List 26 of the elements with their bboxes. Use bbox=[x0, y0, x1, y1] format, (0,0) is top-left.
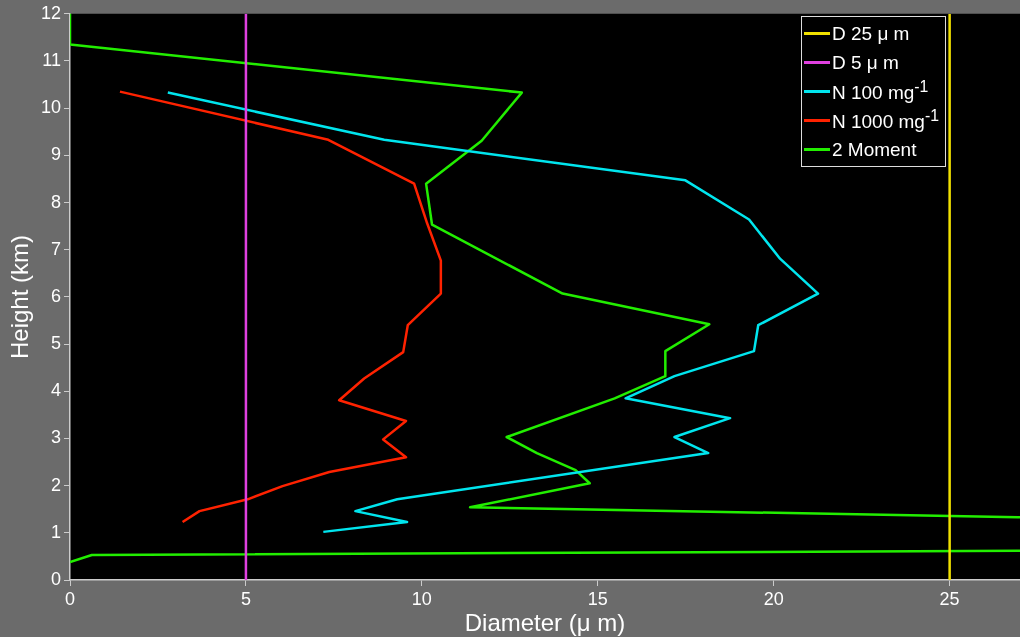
x-tick-label: 15 bbox=[587, 588, 608, 609]
legend-label: D 5 μ m bbox=[831, 51, 899, 74]
legend-label: N 1000 mg$^{-1}$ bbox=[831, 107, 939, 134]
y-tick-label: 2 bbox=[50, 474, 61, 495]
x-axis-title: Diameter (μ m) bbox=[463, 609, 627, 637]
y-tick-label: 11 bbox=[42, 49, 61, 70]
x-tick-label: 20 bbox=[763, 588, 784, 609]
legend-label: N 100 mg$^{-1}$ bbox=[831, 78, 929, 105]
y-tick-label: 10 bbox=[40, 97, 61, 118]
y-tick-label: 3 bbox=[50, 427, 61, 448]
x-tick-label: 0 bbox=[64, 588, 76, 609]
y-tick-label: 7 bbox=[50, 238, 61, 259]
x-tick-label: 10 bbox=[411, 588, 432, 609]
y-tick-label: 12 bbox=[40, 2, 61, 23]
y-tick-label: 6 bbox=[50, 285, 61, 306]
y-tick-label: 1 bbox=[50, 521, 61, 542]
y-tick-label: 0 bbox=[50, 568, 61, 589]
legend-label: 2 Moment bbox=[831, 138, 917, 161]
y-tick-label: 5 bbox=[50, 333, 61, 354]
x-tick-label: 25 bbox=[939, 588, 960, 609]
y-axis-title: Height (km) bbox=[6, 234, 34, 359]
y-tick-label: 9 bbox=[50, 144, 61, 165]
legend-label: D 25 μ m bbox=[831, 22, 910, 45]
x-tick-label: 5 bbox=[240, 588, 251, 609]
y-tick-label: 8 bbox=[50, 191, 61, 212]
y-tick-label: 4 bbox=[50, 380, 61, 401]
